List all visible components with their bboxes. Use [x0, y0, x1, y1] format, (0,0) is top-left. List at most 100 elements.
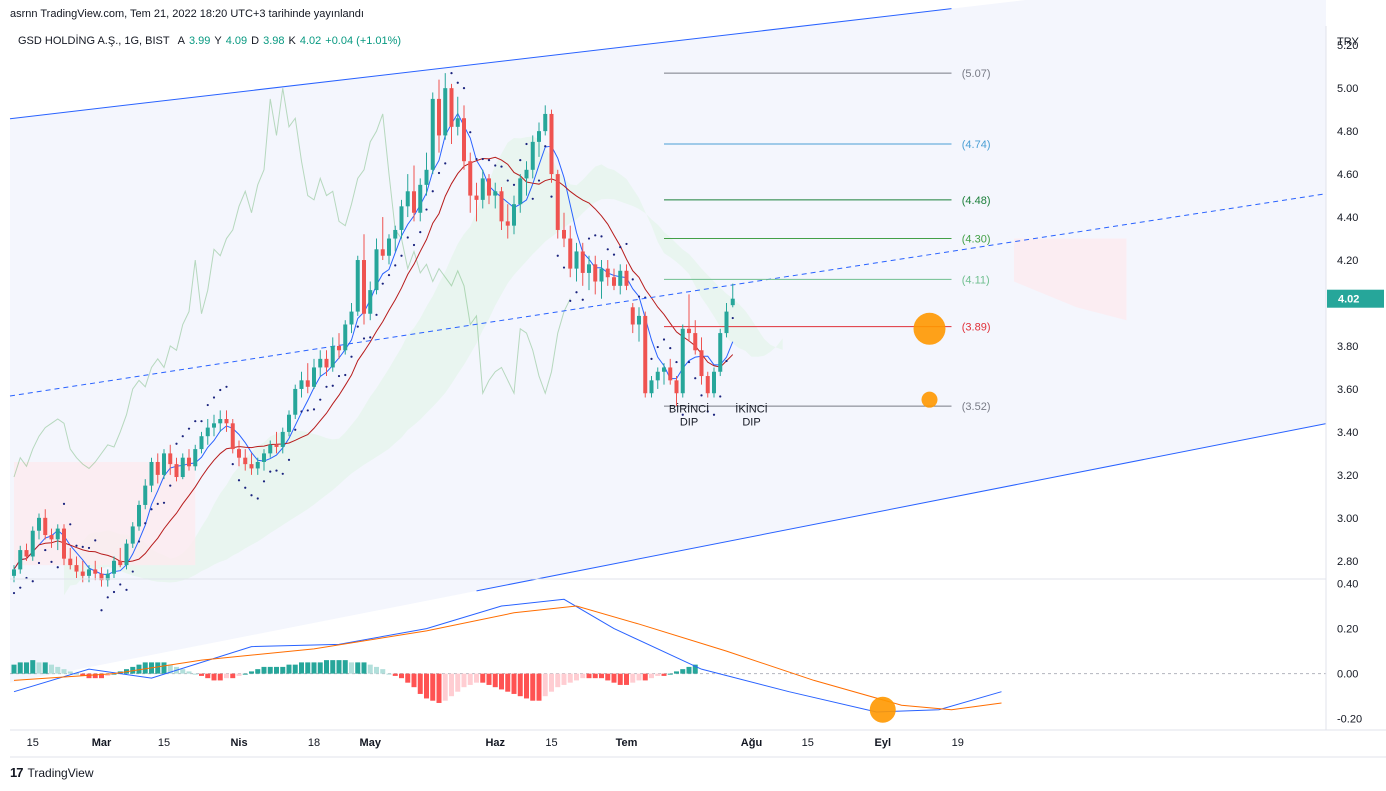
macd-histogram-bar — [211, 673, 217, 681]
price-tick-label: 4.20 — [1337, 255, 1358, 267]
dip-annotation: DIP — [742, 416, 760, 428]
candle-body — [393, 229, 398, 239]
price-tick-label: 5.20 — [1337, 40, 1358, 52]
candle-body — [193, 449, 198, 467]
close-label: K — [288, 35, 296, 47]
sar-dot — [387, 273, 391, 277]
currency-label: TRY — [1337, 36, 1359, 48]
candle-body — [555, 174, 560, 230]
candle-body — [618, 270, 623, 286]
candle-body — [649, 380, 654, 394]
sar-dot — [312, 408, 316, 411]
sar-dot — [462, 87, 466, 90]
candle-body — [593, 264, 598, 282]
macd-histogram-bar — [242, 673, 248, 675]
macd-histogram-bar — [249, 671, 254, 674]
candle-body — [530, 141, 535, 170]
candle-body — [305, 380, 310, 387]
sar-dot — [300, 410, 303, 413]
macd-histogram-bar — [336, 660, 342, 674]
macd-histogram-bar — [599, 673, 604, 679]
sar-dot — [150, 508, 153, 511]
macd-histogram-bar — [574, 673, 579, 681]
macd-histogram-bar — [74, 673, 79, 675]
sar-dot — [581, 298, 584, 301]
sar-dot — [344, 373, 347, 377]
macd-histogram-bar — [355, 662, 361, 674]
macd-histogram-bar — [467, 673, 473, 685]
candle-body — [493, 191, 498, 196]
candle-body — [230, 423, 235, 450]
macd-histogram-bar — [186, 671, 192, 674]
sar-dot — [512, 183, 516, 186]
sar-dot — [650, 357, 653, 360]
tradingview-brand[interactable]: 17 TradingView — [10, 765, 94, 780]
candle-body — [24, 550, 29, 557]
high-value: 4.09 — [225, 35, 248, 47]
macd-histogram-bar — [649, 673, 654, 679]
macd-histogram-bar — [49, 664, 54, 674]
fib-level-label: (4.48) — [962, 195, 991, 207]
sar-dot — [206, 403, 209, 407]
candle-body — [612, 277, 616, 286]
sar-dot — [444, 162, 447, 165]
macd-histogram-bar — [492, 673, 498, 688]
sar-dot — [306, 409, 309, 412]
fib-level-label: (4.30) — [962, 234, 991, 246]
macd-histogram-bar — [24, 662, 29, 674]
macd-histogram-bar — [255, 669, 261, 674]
sar-dot — [12, 591, 16, 595]
macd-tick-label: -0.20 — [1337, 714, 1362, 726]
sar-dot — [619, 246, 622, 249]
candle-body — [299, 380, 304, 389]
sar-dot — [37, 561, 41, 565]
candle-body — [105, 573, 110, 581]
sar-dot — [212, 396, 216, 399]
macd-histogram-bar — [524, 673, 529, 699]
candle-body — [274, 444, 279, 447]
symbol-name[interactable]: GSD HOLDİNG A.Ş., 1G, BIST — [18, 35, 170, 47]
candle-body — [430, 98, 435, 170]
macd-histogram-bar — [542, 673, 548, 697]
macd-histogram-bar — [386, 673, 392, 675]
macd-histogram-bar — [30, 660, 36, 674]
macd-histogram-bar — [486, 673, 492, 685]
sar-dot — [81, 545, 84, 548]
candle-body — [124, 543, 129, 566]
sar-dot — [250, 494, 253, 497]
sar-dot — [519, 159, 522, 162]
sar-dot — [406, 236, 409, 239]
sar-dot — [419, 231, 422, 234]
macd-tick-label: 0.40 — [1337, 579, 1358, 591]
channel-lower-line — [476, 423, 1327, 592]
sar-dot — [44, 548, 47, 552]
price-tick-label: 5.00 — [1337, 83, 1358, 95]
macd-line — [13, 598, 1002, 713]
highlight-dot — [921, 391, 938, 408]
sar-dot — [62, 502, 66, 505]
sar-dot — [481, 157, 484, 161]
sar-dot — [100, 609, 103, 612]
sar-dot — [600, 235, 603, 238]
sar-dot — [675, 360, 678, 364]
macd-histogram-bar — [692, 664, 698, 674]
candle-body — [255, 461, 260, 469]
sar-dot — [631, 278, 634, 281]
close-value: 4.02 — [299, 35, 322, 47]
candle-body — [43, 517, 48, 536]
price-tick-label: 3.40 — [1337, 427, 1358, 439]
candle-body — [355, 260, 360, 312]
candle-body — [99, 573, 104, 581]
sar-dot — [375, 313, 378, 316]
sar-dot — [556, 254, 559, 257]
candle-body — [537, 131, 541, 142]
macd-histogram-bar — [592, 673, 598, 679]
macd-histogram-bar — [267, 666, 273, 674]
macd-histogram-bar — [99, 673, 104, 679]
candle-body — [168, 453, 173, 465]
channel-upper-line — [9, 8, 952, 120]
candle-body — [68, 558, 73, 566]
candle-body — [268, 444, 273, 454]
candle-body — [443, 88, 448, 136]
